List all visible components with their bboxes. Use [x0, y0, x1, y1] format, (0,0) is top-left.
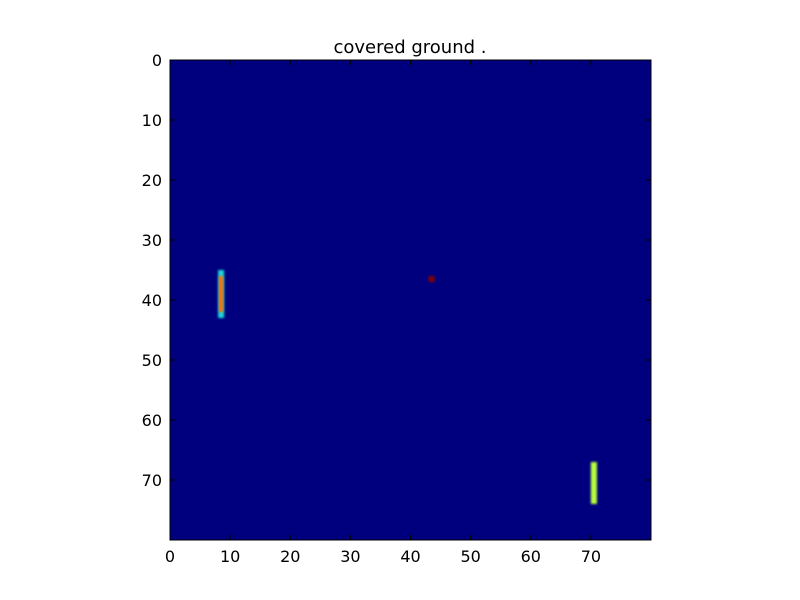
x-tick-label: 0 — [165, 547, 175, 566]
orange-bar — [219, 276, 224, 312]
y-tick-label: 20 — [142, 171, 162, 190]
x-tick-label: 30 — [340, 547, 360, 566]
yellow-green-bar — [590, 462, 597, 504]
y-tick-label: 0 — [152, 51, 162, 70]
y-tick-label: 70 — [142, 471, 162, 490]
y-axis: 0 10 20 30 40 50 60 70 — [142, 51, 651, 490]
y-tick-label: 50 — [142, 351, 162, 370]
y-tick-label: 60 — [142, 411, 162, 430]
x-tick-label: 70 — [581, 547, 601, 566]
chart-title: covered ground . — [334, 37, 487, 58]
y-tick-label: 40 — [142, 291, 162, 310]
x-tick-label: 60 — [521, 547, 541, 566]
x-tick-label: 20 — [280, 547, 300, 566]
y-tick-label: 10 — [142, 111, 162, 130]
red-square — [428, 276, 435, 282]
y-tick-label: 30 — [142, 231, 162, 250]
heatmap-background — [170, 60, 651, 540]
x-tick-label: 10 — [220, 547, 240, 566]
plot-area — [169, 59, 652, 541]
x-axis: 0 10 20 30 40 50 60 70 — [165, 60, 601, 566]
x-tick-label: 40 — [400, 547, 420, 566]
x-tick-label: 50 — [460, 547, 480, 566]
